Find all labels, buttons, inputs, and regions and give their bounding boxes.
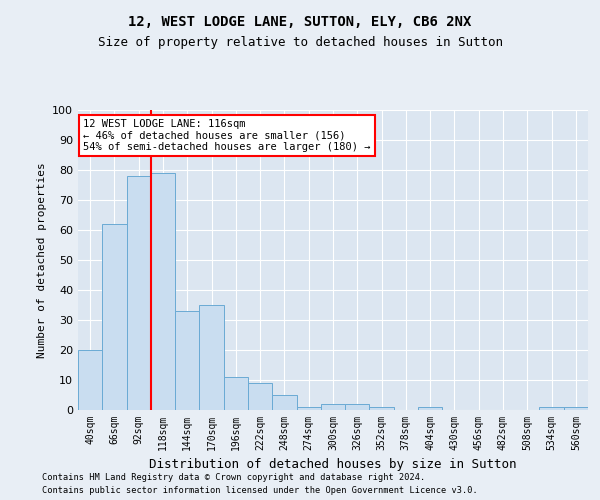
Bar	[418, 407, 442, 410]
Bar	[151, 173, 175, 410]
Text: Contains public sector information licensed under the Open Government Licence v3: Contains public sector information licen…	[42, 486, 478, 495]
Bar	[345, 404, 370, 410]
Text: Size of property relative to detached houses in Sutton: Size of property relative to detached ho…	[97, 36, 503, 49]
Bar	[296, 407, 321, 410]
Bar	[248, 383, 272, 410]
Text: 12, WEST LODGE LANE, SUTTON, ELY, CB6 2NX: 12, WEST LODGE LANE, SUTTON, ELY, CB6 2N…	[128, 15, 472, 29]
Bar	[539, 407, 564, 410]
Bar	[370, 407, 394, 410]
Text: Contains HM Land Registry data © Crown copyright and database right 2024.: Contains HM Land Registry data © Crown c…	[42, 474, 425, 482]
Bar	[564, 407, 588, 410]
Bar	[199, 305, 224, 410]
Bar	[102, 224, 127, 410]
Bar	[224, 377, 248, 410]
Y-axis label: Number of detached properties: Number of detached properties	[37, 162, 47, 358]
Bar	[175, 311, 199, 410]
Bar	[127, 176, 151, 410]
Bar	[78, 350, 102, 410]
Text: 12 WEST LODGE LANE: 116sqm
← 46% of detached houses are smaller (156)
54% of sem: 12 WEST LODGE LANE: 116sqm ← 46% of deta…	[83, 119, 371, 152]
X-axis label: Distribution of detached houses by size in Sutton: Distribution of detached houses by size …	[149, 458, 517, 471]
Bar	[321, 404, 345, 410]
Bar	[272, 395, 296, 410]
